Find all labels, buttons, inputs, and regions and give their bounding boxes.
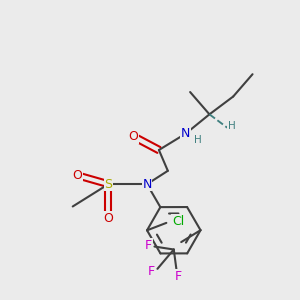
Text: O: O (72, 169, 82, 182)
Text: O: O (129, 130, 139, 143)
Text: N: N (142, 178, 152, 191)
Text: S: S (104, 178, 112, 191)
Text: N: N (181, 127, 190, 140)
Text: F: F (145, 238, 152, 251)
Text: F: F (148, 265, 155, 278)
Text: H: H (228, 121, 236, 131)
Text: F: F (175, 270, 182, 283)
Text: H: H (194, 135, 201, 145)
Text: Cl: Cl (172, 215, 184, 228)
Text: O: O (103, 212, 113, 225)
